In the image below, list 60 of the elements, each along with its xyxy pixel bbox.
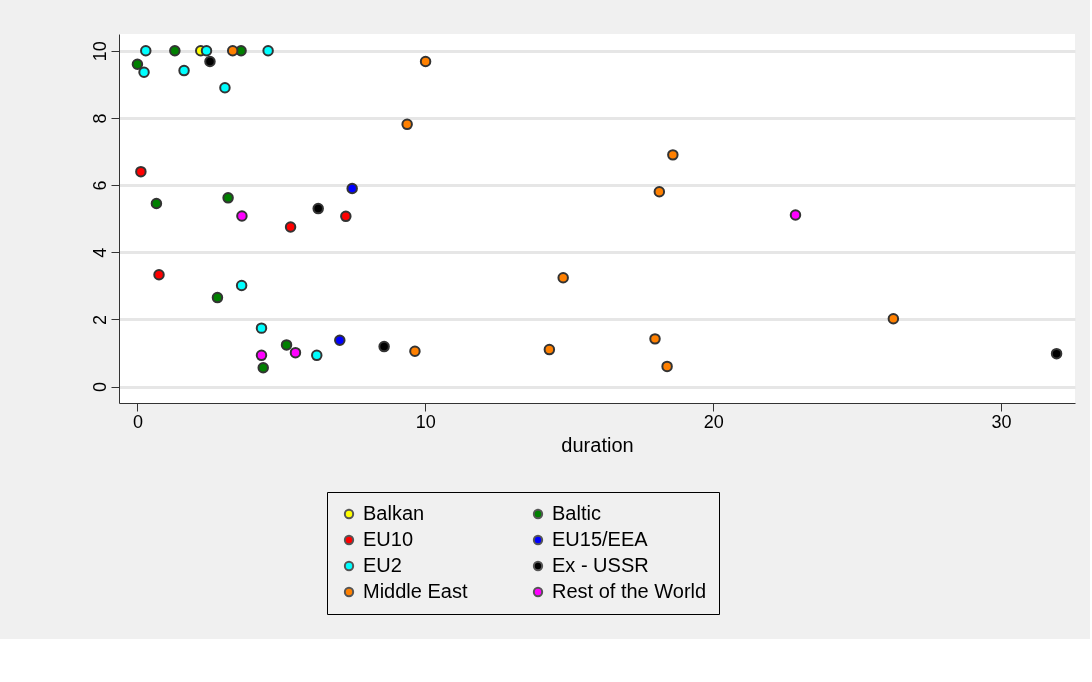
point (255, 349, 268, 362)
x-tick-label: 0 (132, 411, 143, 432)
x-axis-title: duration (561, 433, 634, 456)
legend-label: EU15/EEA (552, 528, 649, 550)
x-tick-label: 30 (991, 411, 1012, 432)
point (169, 45, 181, 57)
point (543, 343, 556, 356)
point (236, 210, 248, 222)
point (153, 269, 165, 281)
point (661, 360, 673, 373)
point (419, 55, 432, 68)
point (340, 210, 352, 223)
point (211, 291, 224, 304)
point (312, 202, 324, 215)
point (789, 209, 802, 221)
x-tick-label: 10 (415, 411, 436, 432)
point (401, 118, 413, 131)
point (219, 81, 231, 94)
point (311, 349, 323, 362)
point (557, 272, 569, 284)
point (667, 149, 679, 161)
point (138, 66, 150, 79)
x-tick-label: 20 (703, 411, 724, 432)
legend-label: Balkan (363, 502, 425, 524)
point (255, 322, 268, 334)
legend-label: Middle East (363, 580, 468, 602)
y-tick-label: 0 (89, 382, 110, 393)
point (204, 55, 216, 68)
y-tick-label: 4 (89, 247, 110, 258)
point (200, 45, 213, 57)
point (135, 165, 147, 178)
point (150, 197, 163, 210)
point (226, 45, 239, 57)
point (887, 312, 900, 325)
point (284, 221, 297, 233)
point (262, 45, 274, 57)
point (178, 64, 190, 77)
point (131, 58, 144, 70)
point (235, 279, 248, 292)
y-tick-label: 2 (89, 314, 110, 325)
point (649, 333, 661, 345)
y-tick-label: 10 (89, 41, 110, 62)
legend-label: Ex - USSR (552, 554, 649, 576)
point (346, 182, 358, 195)
y-tick-label: 8 (89, 113, 110, 124)
legend-label: Baltic (552, 502, 601, 524)
point (653, 186, 666, 198)
point (222, 192, 234, 204)
point (280, 339, 293, 351)
legend-label: Rest of the World (552, 580, 707, 602)
point (140, 45, 152, 57)
legend-label: EU10 (363, 528, 414, 550)
y-tick-label: 6 (89, 180, 110, 191)
point (289, 346, 302, 359)
point (334, 334, 346, 346)
legend-label: EU2 (363, 554, 402, 576)
point (257, 362, 269, 374)
point (1050, 347, 1063, 360)
point (378, 340, 390, 353)
point (409, 345, 421, 358)
